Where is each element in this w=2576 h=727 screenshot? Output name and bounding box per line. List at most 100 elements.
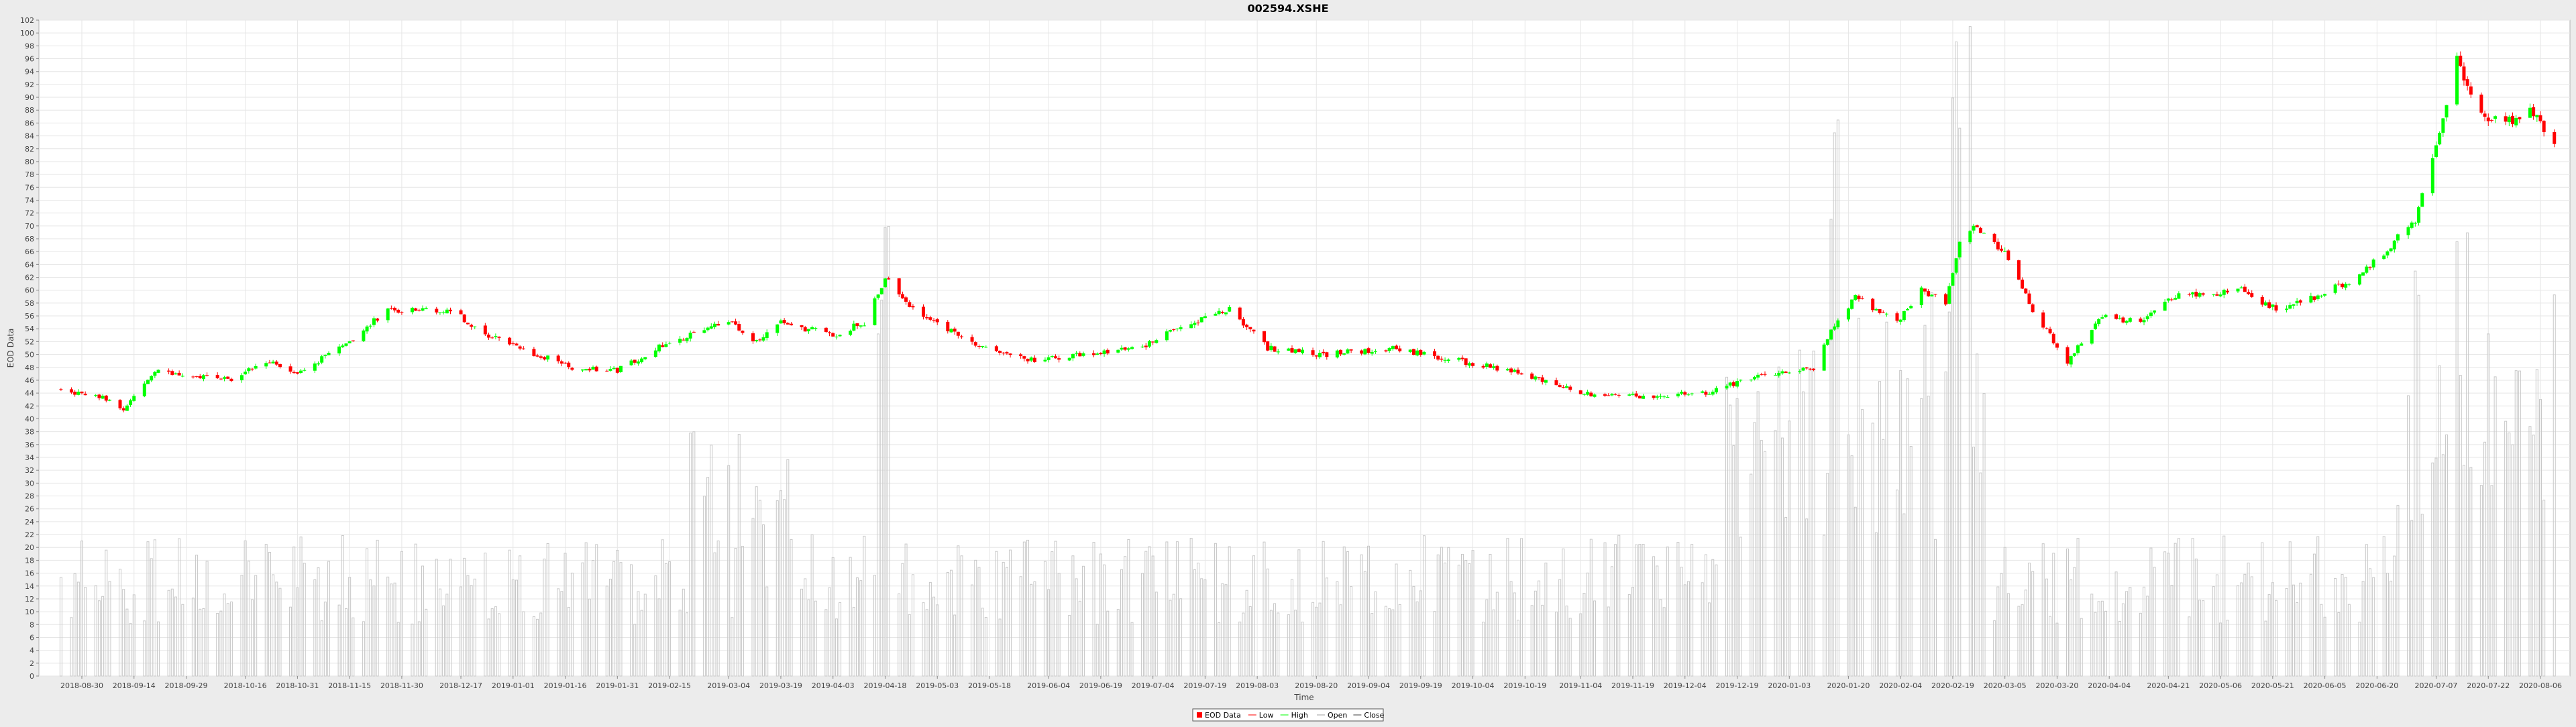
volume-bar [981, 608, 984, 677]
candle-body [2267, 302, 2271, 309]
volume-bar [755, 486, 758, 677]
candle-body [1457, 357, 1461, 360]
candle-body [1607, 395, 1611, 396]
volume-bar [393, 582, 396, 677]
y-tick-label: 24 [25, 518, 34, 526]
x-tick-label: 2020-04-04 [2088, 681, 2131, 690]
candle-body [2333, 284, 2337, 293]
volume-bar [2194, 558, 2198, 677]
x-tick-label: 2019-09-19 [1399, 681, 1442, 690]
candle-body [712, 323, 716, 327]
volume-bar [289, 606, 292, 677]
candle-body [824, 327, 828, 333]
candle-body [2341, 284, 2345, 288]
candle-body [1318, 353, 1322, 357]
candle-body [849, 331, 853, 335]
candle-body [1992, 233, 1996, 242]
candle-body [1217, 311, 1221, 314]
volume-bar [1558, 579, 1562, 677]
legend-label: Low [1259, 711, 1274, 720]
candle-body [800, 325, 804, 327]
candle-body [389, 308, 393, 309]
volume-bar [2129, 587, 2132, 677]
volume-bar [515, 579, 518, 677]
candle-body [1642, 396, 1646, 399]
volume-bar [108, 581, 111, 677]
candle-body [2072, 353, 2076, 356]
candle-body [887, 278, 891, 280]
candle-body [2191, 292, 2195, 294]
volume-bar [1686, 581, 1690, 677]
volume-bar [372, 585, 376, 677]
volume-bar [1384, 606, 1387, 677]
candle-body [970, 337, 974, 342]
candle-body [1780, 371, 1784, 374]
candle-body [487, 334, 491, 338]
candle-body [1408, 349, 1412, 352]
x-tick-label: 2019-06-04 [1027, 681, 1070, 690]
volume-bar [1297, 549, 1301, 677]
volume-bar [508, 549, 511, 677]
candle-body [1972, 225, 1976, 231]
volume-bar [657, 598, 661, 677]
volume-bar [1179, 598, 1183, 677]
candle-body [790, 323, 794, 326]
volume-bar [199, 608, 202, 677]
candle-body [1008, 353, 1012, 355]
candle-body [1495, 366, 1499, 371]
candle-body [706, 327, 710, 331]
candle-body [1683, 392, 1687, 395]
volume-bar [1054, 541, 1057, 677]
volume-bar [94, 585, 97, 677]
candle-body [1680, 392, 1684, 394]
candle-body [1384, 350, 1388, 351]
volume-bar [581, 562, 584, 677]
candle-body [410, 307, 414, 313]
candle-body [2041, 312, 2045, 328]
candle-body [2538, 115, 2542, 121]
candle-body [949, 329, 953, 333]
candle-body [1825, 339, 1829, 345]
volume-bar [195, 555, 199, 677]
candle-body [1909, 306, 1913, 309]
candle-body [629, 360, 633, 366]
volume-bar [2518, 370, 2521, 677]
x-tick-label: 2018-09-14 [113, 681, 156, 690]
candle-body [904, 297, 908, 302]
volume-bar [101, 596, 105, 677]
volume-bar [1927, 396, 1930, 677]
x-tick-label: 2018-12-17 [439, 681, 482, 690]
candle-body [2170, 299, 2174, 300]
volume-bar [1756, 391, 1760, 677]
volume-bar [2532, 435, 2535, 677]
candle-body [1095, 353, 1099, 355]
volume-bar [490, 608, 494, 677]
candle-body [1516, 370, 1520, 374]
candle-body [2006, 250, 2010, 260]
candle-body [612, 368, 616, 370]
candle-body [1214, 313, 1218, 316]
volume-bar [76, 581, 80, 677]
candle-body [2417, 207, 2421, 223]
volume-bar [268, 551, 271, 677]
volume-bar [630, 564, 633, 677]
volume-bar [1460, 553, 1464, 677]
volume-bar [814, 600, 817, 677]
candle-body [542, 357, 546, 359]
volume-bar [1627, 594, 1631, 677]
volume-bar [685, 612, 688, 677]
candle-body [1411, 349, 1415, 355]
candle-body [2145, 316, 2149, 320]
volume-bar [2191, 538, 2194, 677]
candle-body [2065, 347, 2070, 364]
y-axis: 0246810121416182022242628303234363840424… [20, 16, 39, 681]
candle-body [494, 336, 498, 337]
volume-bar [167, 590, 170, 677]
candle-body [1092, 353, 1096, 355]
candle-body [1954, 258, 1958, 273]
candle-body [1287, 348, 1291, 351]
volume-bar [484, 553, 487, 677]
candle-body [1266, 341, 1270, 351]
candle-body [125, 405, 129, 411]
volume-bar [678, 610, 682, 677]
